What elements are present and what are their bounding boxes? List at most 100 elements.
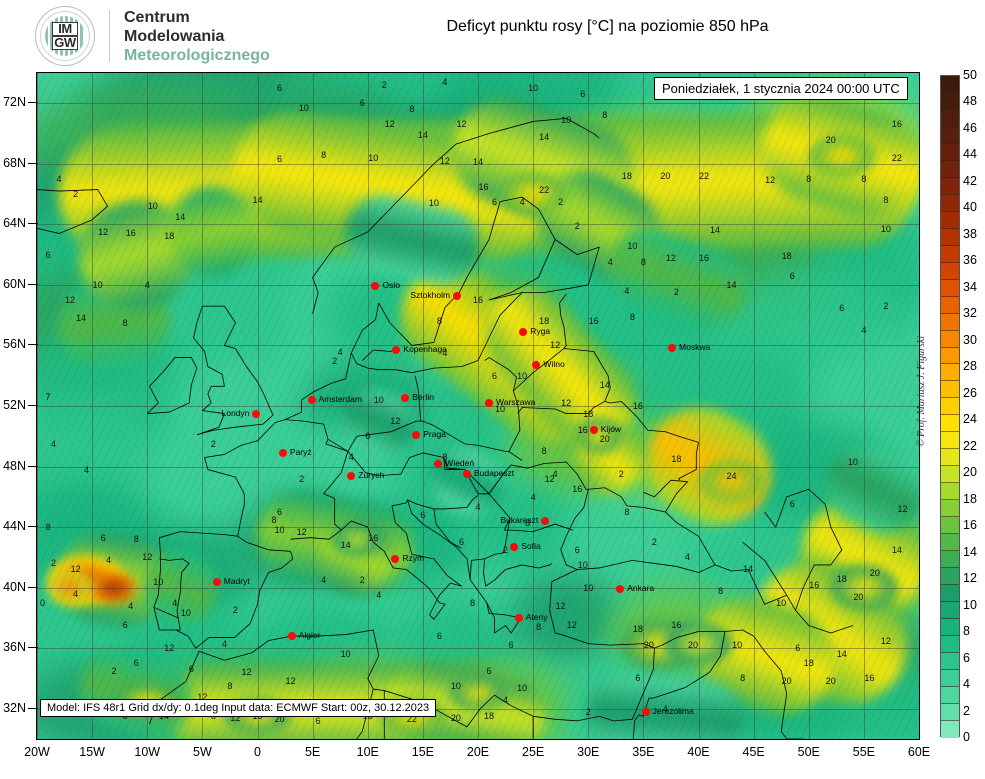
contour-label: 6 bbox=[486, 665, 492, 676]
contour-label: 10 bbox=[373, 394, 384, 405]
contour-label: 4 bbox=[861, 325, 867, 336]
city-dot-icon bbox=[287, 632, 296, 641]
contour-label: 8 bbox=[629, 311, 635, 322]
city-dot-icon bbox=[434, 459, 443, 468]
contour-label: 2 bbox=[585, 706, 591, 717]
latitude-tick-label: 56N bbox=[3, 337, 26, 352]
contour-label: 20 bbox=[599, 434, 610, 445]
copyright-credit: © Prof. Mariusz J. Figurski bbox=[916, 335, 927, 447]
contour-label: 2 bbox=[332, 355, 338, 366]
contour-label: 20 bbox=[853, 591, 864, 602]
contour-label: 10 bbox=[880, 223, 891, 234]
contour-label: 18 bbox=[164, 231, 175, 242]
contour-label: 8 bbox=[806, 173, 812, 184]
city-dot-icon bbox=[392, 345, 401, 354]
latitude-tick-label: 60N bbox=[3, 276, 26, 291]
longitude-tick-label: 0 bbox=[254, 745, 261, 759]
logo-acronym: IM GW bbox=[52, 22, 78, 50]
contour-label: 10 bbox=[92, 279, 103, 290]
colorbar-segment bbox=[941, 619, 959, 636]
colorbar-tick-label: 24 bbox=[963, 412, 977, 427]
contour-label: 2 bbox=[111, 665, 117, 676]
contour-label: 12 bbox=[561, 397, 572, 408]
gridline-horizontal bbox=[37, 103, 919, 105]
colorbar-segment bbox=[941, 364, 959, 382]
contour-label: 14 bbox=[175, 211, 186, 222]
contour-label: 12 bbox=[285, 676, 296, 687]
longitude-tick-label: 20W bbox=[24, 745, 50, 759]
longitude-tick-label: 10E bbox=[356, 745, 379, 759]
city-label: Ryga bbox=[530, 325, 551, 336]
gridline-vertical bbox=[37, 73, 38, 739]
gridline-horizontal bbox=[37, 527, 919, 529]
contour-label: 12 bbox=[230, 712, 241, 723]
city-label: Rzym bbox=[402, 552, 425, 563]
contour-label: 4 bbox=[684, 552, 690, 563]
contour-label: 14 bbox=[599, 379, 610, 390]
colorbar-segment bbox=[941, 398, 959, 416]
contour-label: 4 bbox=[624, 285, 630, 296]
forecast-date-label: Poniedziałek, 1 stycznia 2024 00:00 UTC bbox=[654, 77, 908, 100]
contour-label: 2 bbox=[232, 605, 238, 616]
gridline-vertical bbox=[92, 73, 94, 739]
colorbar-segment bbox=[941, 669, 959, 687]
contour-label: 16 bbox=[632, 401, 643, 411]
city-label: Londyn bbox=[221, 407, 250, 418]
city-label: Kopenhaga bbox=[403, 343, 447, 354]
gridline-horizontal bbox=[37, 648, 919, 650]
contour-label: 12 bbox=[197, 691, 208, 702]
contour-label: 20 bbox=[660, 170, 671, 181]
contour-label: 2 bbox=[673, 287, 679, 298]
city-label: Ateny bbox=[525, 611, 548, 622]
latitude-tick-mark bbox=[28, 102, 38, 104]
gridline-vertical bbox=[367, 73, 369, 739]
colorbar-segment bbox=[941, 177, 959, 195]
city-label: Warszawa bbox=[496, 396, 536, 407]
contour-label: 6 bbox=[839, 302, 845, 313]
contour-label: 8 bbox=[525, 517, 531, 528]
gridline-vertical bbox=[753, 73, 755, 739]
colorbar-segment bbox=[941, 76, 959, 93]
city-label: Amsterdam bbox=[318, 393, 362, 404]
colorbar-tick-label: 22 bbox=[963, 438, 977, 453]
colorbar-tick-label: 8 bbox=[963, 624, 970, 639]
contour-label: 10 bbox=[528, 83, 539, 94]
latitude-tick-label: 36N bbox=[3, 640, 26, 655]
colorbar-tick-label: 16 bbox=[963, 518, 977, 533]
city-label: Paryż bbox=[289, 446, 312, 457]
contour-label: 2 bbox=[558, 196, 564, 207]
city-dot-icon bbox=[371, 282, 380, 291]
contour-label: 4 bbox=[321, 575, 327, 586]
colorbar-segment bbox=[941, 483, 959, 501]
contour-label: 6 bbox=[789, 499, 795, 510]
city-dot-icon bbox=[278, 448, 287, 457]
city-dot-icon bbox=[510, 542, 519, 551]
colorbar-tick-label: 2 bbox=[963, 703, 970, 718]
latitude-tick-label: 32N bbox=[3, 700, 26, 715]
contour-label: 22 bbox=[539, 184, 550, 195]
colorbar-segment bbox=[941, 126, 959, 144]
contour-label: 18 bbox=[583, 408, 594, 419]
city-label: Wiedeń bbox=[445, 457, 475, 468]
contour-label: 14 bbox=[76, 313, 87, 324]
contour-label: 4 bbox=[662, 703, 668, 714]
contour-label: 6 bbox=[359, 98, 365, 109]
contour-label: 10 bbox=[627, 240, 638, 251]
latitude-tick-mark bbox=[28, 405, 38, 406]
colorbar-segment bbox=[941, 330, 959, 348]
gridline-vertical bbox=[147, 73, 149, 739]
city-dot-icon bbox=[401, 394, 410, 403]
contour-label: 2 bbox=[883, 301, 889, 312]
page-header: IM GW Centrum Modelowania Meteorologiczn… bbox=[0, 0, 985, 72]
contour-label: 22 bbox=[698, 170, 710, 181]
contour-label: 20 bbox=[450, 712, 461, 723]
colorbar-segment bbox=[941, 449, 959, 467]
contour-label: 10 bbox=[153, 576, 164, 587]
colorbar-segment bbox=[941, 262, 959, 280]
contour-label: 18 bbox=[632, 623, 643, 634]
contour-label: 2 bbox=[210, 438, 216, 449]
model-info-label: Model: IFS 48r1 Grid dx/dy: 0.1deg Input… bbox=[40, 699, 437, 717]
contour-label: 14 bbox=[726, 279, 737, 290]
colorbar-segment bbox=[941, 432, 959, 450]
contour-label: 6 bbox=[100, 532, 106, 543]
